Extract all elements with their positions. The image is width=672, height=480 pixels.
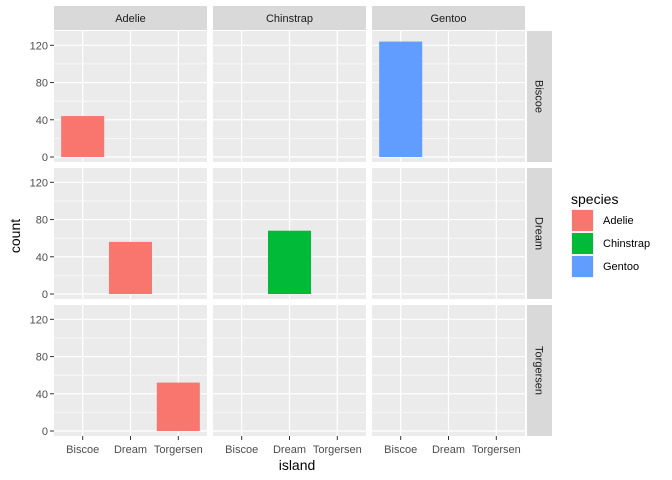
strip-label-chinstrap: Chinstrap xyxy=(266,13,313,25)
legend-title: species xyxy=(571,191,618,207)
x-tick-label: Dream xyxy=(273,444,306,456)
legend: species Adelie Chinstrap Gentoo xyxy=(571,191,650,278)
legend-label: Chinstrap xyxy=(603,238,650,250)
strip-torgersen xyxy=(527,305,552,436)
strips-layer: Adelie Chinstrap Gentoo Biscoe Dream Torgerse… xyxy=(54,6,552,436)
legend-swatch xyxy=(572,256,593,277)
strip-dream xyxy=(527,168,552,299)
panel-chinstrap-torgersen xyxy=(213,305,366,436)
bars-layer xyxy=(61,41,423,431)
y-tick-label: 80 xyxy=(36,352,48,364)
y-tick-label: 0 xyxy=(42,152,48,164)
panel-chinstrap-biscoe xyxy=(213,31,366,162)
legend-label: Gentoo xyxy=(603,261,639,273)
y-tick-label: 120 xyxy=(30,177,48,189)
x-tick-label: Biscoe xyxy=(384,444,417,456)
x-tick-label: Torgersen xyxy=(313,444,362,456)
strip-gentoo xyxy=(372,6,525,30)
bar-gentoo-biscoe xyxy=(379,41,423,158)
y-axis-title: count xyxy=(7,219,23,253)
legend-swatch xyxy=(572,210,593,231)
panel-gentoo-dream xyxy=(372,168,525,299)
legend-item-gentoo: Gentoo xyxy=(571,255,639,278)
legend-swatch xyxy=(572,233,593,254)
x-tick-label: Biscoe xyxy=(66,444,99,456)
y-tick-label: 80 xyxy=(36,78,48,90)
y-tick-label: 120 xyxy=(30,314,48,326)
bar-chinstrap-dream xyxy=(267,230,312,294)
x-tick-label: Dream xyxy=(432,444,465,456)
legend-item-adelie: Adelie xyxy=(571,209,634,232)
bar-adelie-biscoe xyxy=(61,116,105,157)
strip-label-biscoe: Biscoe xyxy=(533,80,545,113)
legend-label: Adelie xyxy=(603,215,634,227)
strip-label-gentoo: Gentoo xyxy=(430,13,466,25)
y-tick-label: 40 xyxy=(36,389,48,401)
legend-item-chinstrap: Chinstrap xyxy=(571,232,650,255)
y-tick-label: 0 xyxy=(42,289,48,301)
strip-chinstrap xyxy=(213,6,366,30)
strip-biscoe xyxy=(527,31,552,162)
y-tick-label: 0 xyxy=(42,426,48,438)
y-tick-label: 40 xyxy=(36,252,48,264)
strip-adelie xyxy=(54,6,207,30)
bar-adelie-dream xyxy=(108,241,153,294)
bar-adelie-torgersen xyxy=(156,382,200,431)
y-tick-label: 80 xyxy=(36,215,48,227)
x-tick-label: Biscoe xyxy=(225,444,258,456)
y-tick-label: 40 xyxy=(36,115,48,127)
x-tick-label: Dream xyxy=(114,444,147,456)
y-tick-label: 120 xyxy=(30,40,48,52)
strip-label-adelie: Adelie xyxy=(115,13,146,25)
x-tick-label: Torgersen xyxy=(472,444,521,456)
panel-gentoo-torgersen xyxy=(372,305,525,436)
axes-layer: 0 40 80 120 0 40 80 120 0 40 80 120 Biscoe Dream Torge… xyxy=(30,40,521,456)
x-axis-title: island xyxy=(279,457,316,473)
x-tick-label: Torgersen xyxy=(154,444,203,456)
strip-label-torgersen: Torgersen xyxy=(533,346,545,395)
strip-label-dream: Dream xyxy=(533,217,545,250)
